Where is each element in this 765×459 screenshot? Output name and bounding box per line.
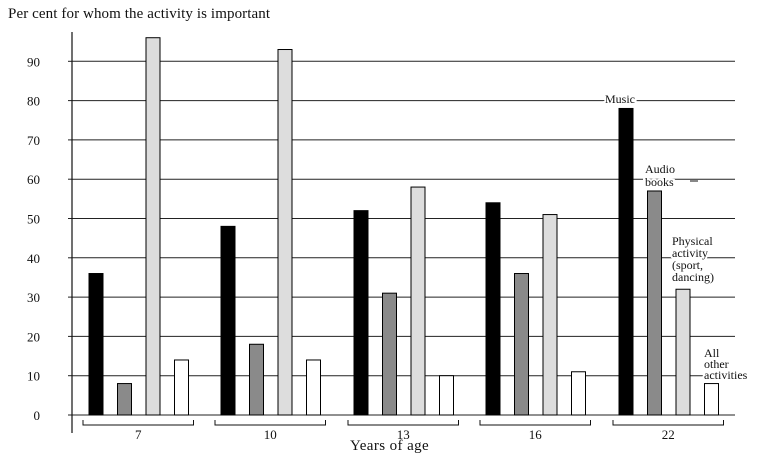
category-label: 16 [529,427,543,442]
y-tick-label: 50 [27,212,40,227]
category-label: 22 [662,427,675,442]
series-label-line: (sport, [672,258,703,272]
y-tick-label: 10 [27,369,40,384]
category-bracket [612,420,724,426]
category-bracket [214,420,326,426]
category-label: 10 [264,427,277,442]
series-label-line: Audio [645,162,675,176]
bar [220,225,236,416]
category-label: 7 [135,427,142,442]
bar [277,49,293,416]
y-tick-label: 40 [27,251,40,266]
bar [174,359,189,416]
bar [618,107,634,416]
category-bracket [82,420,194,426]
bar [675,288,691,416]
bar [439,375,454,416]
series-label-line: All [704,346,720,360]
chart-title: Per cent for whom the activity is import… [8,6,271,22]
y-tick-label: 60 [27,172,40,187]
series-label-line: books [645,175,674,189]
y-tick-label: 20 [27,329,40,344]
bar [704,383,719,416]
y-tick-label: 0 [34,408,41,423]
category-bracket [479,420,591,426]
bar [353,210,369,416]
y-tick-label: 90 [27,54,40,69]
y-tick-label: 70 [27,133,40,148]
y-tick-label: 80 [27,94,40,109]
category-label: 13 [397,427,410,442]
bar [382,292,397,416]
category-bracket [347,420,459,426]
bar [145,37,161,416]
series-label-line: Music [605,92,635,106]
series-label: Audio books [645,162,675,189]
bar [88,273,104,416]
bar [571,371,586,416]
series-label-line: Physical [672,234,713,248]
series-label-line: activity [672,246,708,260]
series-label: Physical activity (sport, dancing) [672,234,714,284]
bar [514,273,529,416]
series-label: Music [605,92,635,106]
series-label: All other activities [704,346,748,382]
bar [410,186,426,416]
bar [542,214,558,416]
bar [485,202,501,416]
bar [117,383,132,416]
series-label-line: activities [704,368,748,382]
series-label-line: dancing) [672,270,714,284]
bar [249,343,264,416]
series-label-line: other [704,357,729,371]
y-tick-label: 30 [27,290,40,305]
bar [306,359,321,416]
bar [647,190,662,416]
x-axis-title: Years of age [350,438,430,454]
